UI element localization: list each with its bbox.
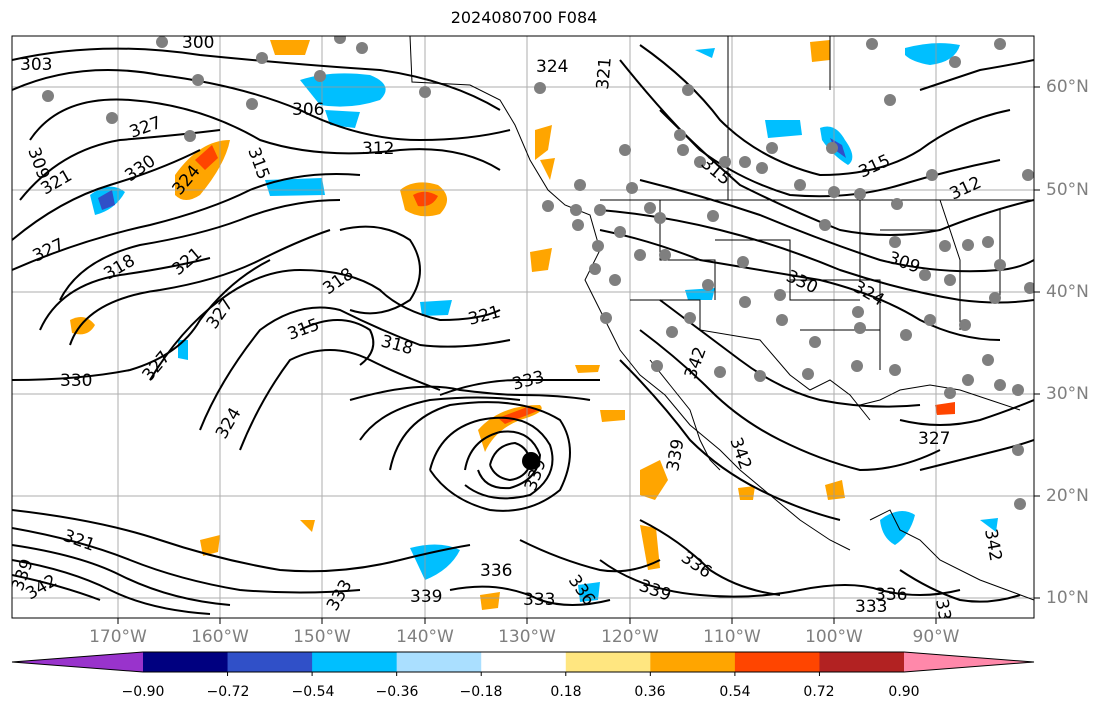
colorbar-bin xyxy=(565,652,651,672)
colorbar xyxy=(11,651,1035,676)
colorbar-extend-max xyxy=(904,652,1034,672)
axis-ticks xyxy=(117,86,1040,624)
colorbar-label: −0.72 xyxy=(206,684,250,700)
colorbar-bin xyxy=(819,652,905,672)
colorbar-label: 0.36 xyxy=(634,684,666,700)
strong-positive-patch xyxy=(498,406,540,424)
colorbar-label: −0.18 xyxy=(459,684,503,700)
contour-label: 321 xyxy=(593,56,616,90)
positive-anomaly-patch xyxy=(478,405,542,452)
colorbar-bin xyxy=(227,652,313,672)
contour-label: 333 xyxy=(523,590,555,610)
contour-label: 336 xyxy=(480,561,512,581)
longitude-label: 170°W xyxy=(89,627,147,647)
contour-label: 303 xyxy=(20,55,52,75)
colorbar-label: 0.18 xyxy=(550,684,582,700)
strong-positive-patch xyxy=(195,145,218,170)
station-markers xyxy=(42,36,1034,510)
longitude-label: 130°W xyxy=(498,627,556,647)
longitude-label: 90°W xyxy=(912,627,960,647)
contour-label: 336 xyxy=(875,585,907,605)
latitude-label: 10°N xyxy=(1046,588,1089,608)
colorbar-extend-min xyxy=(12,652,143,672)
colorbar-bin xyxy=(734,652,820,672)
colorbar-label: −0.54 xyxy=(291,684,335,700)
latitude-label: 40°N xyxy=(1046,282,1089,302)
contour-label: 33 xyxy=(931,597,954,622)
latitude-label: 50°N xyxy=(1046,180,1089,200)
longitude-label: 120°W xyxy=(601,627,659,647)
map-title: 2024080700 F084 xyxy=(450,8,598,27)
contour-label: 300 xyxy=(182,33,214,53)
colorbar-label: −0.36 xyxy=(375,684,419,700)
contour-label: 312 xyxy=(362,139,394,159)
colorbar-outline xyxy=(11,651,1035,673)
map-frame xyxy=(11,35,1035,619)
colorbar-bin xyxy=(312,652,398,672)
longitude-label: 160°W xyxy=(191,627,249,647)
contour-label: 333 xyxy=(855,597,887,617)
colorbar-label: 0.54 xyxy=(719,684,751,700)
anomaly-shading xyxy=(70,40,998,610)
latitude-label: 60°N xyxy=(1046,77,1089,97)
longitude-label: 110°W xyxy=(703,627,761,647)
map-background xyxy=(12,36,1034,618)
contour-label: 339 xyxy=(410,587,442,607)
colorbar-label: 0.72 xyxy=(803,684,835,700)
longitude-label: 140°W xyxy=(396,627,454,647)
contour-label: 330 xyxy=(60,371,92,391)
hurricane-center-marker xyxy=(522,452,540,470)
colorbar-label: −0.90 xyxy=(121,684,165,700)
contour-lines xyxy=(12,44,1034,615)
longitude-label: 100°W xyxy=(805,627,863,647)
colorbar-bin xyxy=(143,652,229,672)
latitude-label: 30°N xyxy=(1046,384,1089,404)
colorbar-label: 0.90 xyxy=(888,684,920,700)
longitude-label: 150°W xyxy=(293,627,351,647)
colorbar-bin xyxy=(650,652,736,672)
contour-label: 324 xyxy=(536,57,568,77)
contour-label: 327 xyxy=(918,429,950,449)
colorbar-bin xyxy=(396,652,482,672)
latitude-label: 20°N xyxy=(1046,486,1089,506)
colorbar-bin xyxy=(481,652,567,672)
contour-label: 306 xyxy=(292,100,324,120)
